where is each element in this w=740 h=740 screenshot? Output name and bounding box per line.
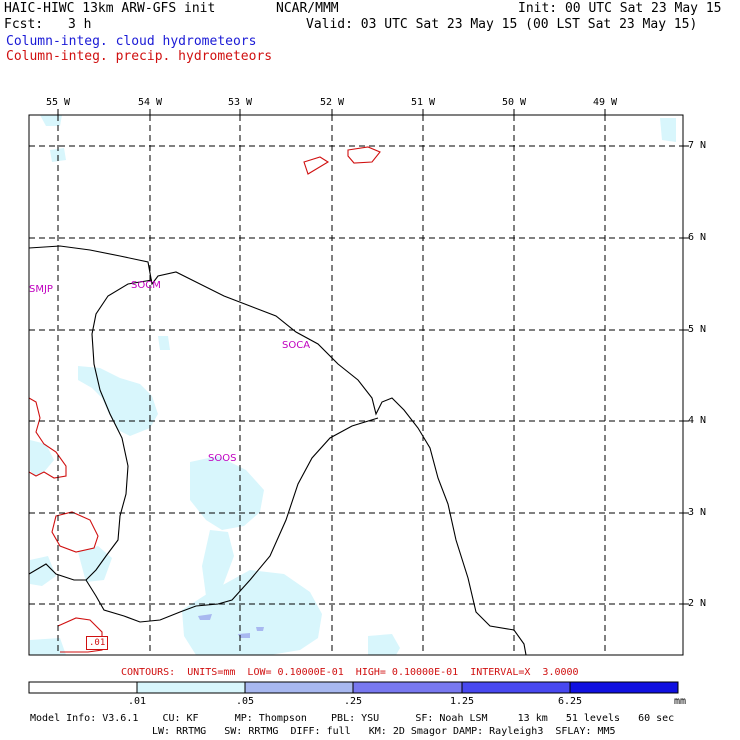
lat-label-3n: 3 N bbox=[688, 507, 707, 518]
axis-ticks bbox=[57, 109, 689, 605]
colorbar-bin-2 bbox=[244, 681, 354, 694]
contours-info: CONTOURS: UNITS=mm LOW= 0.10000E-01 HIGH… bbox=[121, 667, 579, 678]
forecast-label: Fcst: bbox=[4, 17, 44, 32]
lon-label-52w: 52 W bbox=[319, 97, 345, 108]
lat-label-5n: 5 N bbox=[688, 324, 707, 335]
lat-label-2n: 2 N bbox=[688, 598, 707, 609]
organization: NCAR/MMM bbox=[276, 1, 339, 16]
cloud-hydrometeor-fill bbox=[30, 115, 676, 655]
coastline bbox=[29, 245, 527, 655]
lat-label-7n: 7 N bbox=[688, 140, 707, 151]
cloud-hydrometeor-fill-level-2 bbox=[198, 614, 264, 638]
map-frame bbox=[28, 114, 684, 656]
lon-label-53w: 53 W bbox=[227, 97, 253, 108]
lon-label-50w: 50 W bbox=[501, 97, 527, 108]
legend-precip-hydrometeors: Column-integ. precip. hydrometeors bbox=[6, 49, 273, 64]
colorbar-tick-5: 6.25 bbox=[557, 696, 583, 707]
valid-time: Valid: 03 UTC Sat 23 May 15 (00 LST Sat … bbox=[306, 17, 698, 32]
legend-cloud-hydrometeors: Column-integ. cloud hydrometeors bbox=[6, 34, 257, 49]
colorbar-bin-5 bbox=[569, 681, 679, 694]
lon-label-54w: 54 W bbox=[137, 97, 163, 108]
station-soca: SOCA bbox=[282, 340, 311, 351]
colorbar-bin-1 bbox=[136, 681, 246, 694]
lat-label-4n: 4 N bbox=[688, 415, 707, 426]
forecast-hour: 3 h bbox=[68, 17, 92, 32]
colorbar-tick-2: .05 bbox=[235, 696, 255, 707]
colorbar-tick-3: .25 bbox=[343, 696, 363, 707]
lon-label-55w: 55 W bbox=[45, 97, 71, 108]
lon-label-51w: 51 W bbox=[410, 97, 436, 108]
precip-contours bbox=[29, 146, 381, 653]
contour-value-label: .01 bbox=[86, 636, 109, 650]
station-smjp: SMJP bbox=[29, 284, 53, 295]
colorbar-units: mm bbox=[673, 696, 687, 707]
station-socm: SOCM bbox=[131, 280, 161, 291]
lat-lon-grid bbox=[29, 115, 683, 655]
colorbar-bin-3 bbox=[352, 681, 463, 694]
colorbar-bin-4 bbox=[461, 681, 571, 694]
model-info-line-1: Model Info: V3.6.1 CU: KF MP: Thompson P… bbox=[30, 713, 675, 724]
colorbar bbox=[28, 681, 679, 694]
station-soos: SOOS bbox=[208, 453, 237, 464]
lon-label-49w: 49 W bbox=[592, 97, 618, 108]
plot-title: HAIC-HIWC 13km ARW-GFS init bbox=[4, 1, 216, 16]
lat-label-6n: 6 N bbox=[688, 232, 707, 243]
model-info-line-2: LW: RRTMG SW: RRTMG DIFF: full KM: 2D Sm… bbox=[152, 726, 616, 737]
colorbar-tick-1: .01 bbox=[127, 696, 147, 707]
colorbar-tick-4: 1.25 bbox=[449, 696, 475, 707]
init-time: Init: 00 UTC Sat 23 May 15 bbox=[518, 1, 722, 16]
